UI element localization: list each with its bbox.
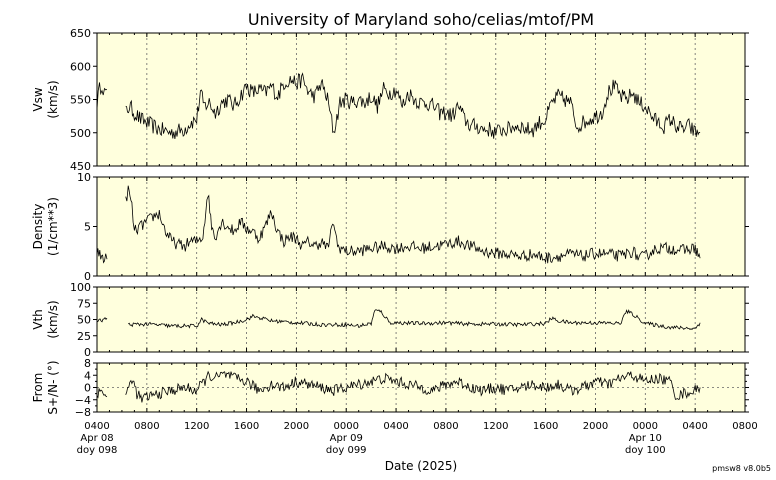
- x-tick-label: 0400: [84, 421, 109, 432]
- series-line-density-1: [125, 185, 701, 264]
- y-axis-label: (1/cm**3): [46, 197, 60, 256]
- x-tick-label: 1200: [483, 421, 508, 432]
- y-tick-label: −4: [75, 394, 91, 407]
- x-tick-label: doy 100: [625, 445, 666, 456]
- panel-background: [97, 177, 745, 276]
- x-tick-label: 1600: [533, 421, 558, 432]
- y-tick-label: 450: [70, 160, 91, 173]
- y-axis-label: (km/s): [46, 80, 60, 118]
- series-line-vsw-1: [125, 72, 701, 140]
- y-axis-label: (km/s): [46, 300, 60, 338]
- x-tick-label: Apr 10: [629, 433, 662, 444]
- y-tick-label: 4: [84, 369, 91, 382]
- x-tick-label: 0400: [682, 421, 707, 432]
- series-line-density-0: [96, 248, 108, 264]
- y-tick-label: 10: [77, 171, 91, 184]
- series-line-vth-0: [96, 317, 108, 323]
- y-tick-label: 100: [70, 281, 91, 294]
- y-tick-label: 600: [70, 60, 91, 73]
- panel-density: 0 5 10 Density (1/cm**3): [31, 171, 749, 283]
- y-axis-label: S+/N- (°): [46, 360, 60, 414]
- y-axis-label: Vsw: [31, 87, 45, 111]
- x-tick-label: 0800: [433, 421, 458, 432]
- y-tick-label: 650: [70, 27, 91, 40]
- y-tick-label: 0: [84, 382, 91, 395]
- x-tick-label: 0800: [732, 421, 757, 432]
- y-tick-label: 550: [70, 94, 91, 107]
- series-line-vsw-0: [96, 82, 108, 110]
- panel-vth: 0 25 50 75 100 Vth (km/s): [31, 281, 749, 359]
- y-tick-label: −8: [75, 406, 91, 419]
- y-tick-label: 25: [77, 330, 91, 343]
- x-tick-label: 0800: [134, 421, 159, 432]
- x-tick-label: doy 098: [77, 445, 118, 456]
- x-tick-label: 2000: [284, 421, 309, 432]
- x-tick-label: 2000: [583, 421, 608, 432]
- y-axis-label: From: [31, 373, 45, 403]
- footer-version: pmsw8 v8.0b5: [712, 464, 771, 473]
- panel-background: [97, 33, 745, 166]
- x-tick-label: 0400: [383, 421, 408, 432]
- y-tick-label: 0: [84, 346, 91, 359]
- y-tick-label: 75: [77, 297, 91, 310]
- series-line-from-1: [125, 370, 701, 403]
- y-tick-label: 5: [84, 221, 91, 234]
- x-tick-label: doy 099: [326, 445, 367, 456]
- x-tick-label: 0000: [633, 421, 658, 432]
- x-tick-label: 1200: [184, 421, 209, 432]
- y-axis-label: Density: [31, 204, 45, 250]
- x-tick-label: Apr 08: [80, 433, 113, 444]
- x-tick-label: 1600: [234, 421, 259, 432]
- series-line-from-0: [96, 388, 108, 399]
- x-tick-label: 0000: [334, 421, 359, 432]
- y-tick-label: 500: [70, 127, 91, 140]
- y-axis-label: Vth: [31, 309, 45, 330]
- series-line-vth-1: [127, 309, 701, 331]
- y-tick-label: 0: [84, 270, 91, 283]
- panel-vsw: 450 500 550 600 650 Vsw (km/s): [31, 27, 749, 173]
- y-tick-label: 8: [84, 357, 91, 370]
- y-tick-label: 50: [77, 314, 91, 327]
- x-axis-label: Date (2025): [385, 459, 457, 473]
- panel-background: [97, 287, 745, 352]
- x-tick-label: Apr 09: [330, 433, 363, 444]
- chart-title: University of Maryland soho/celias/mtof/…: [248, 10, 594, 29]
